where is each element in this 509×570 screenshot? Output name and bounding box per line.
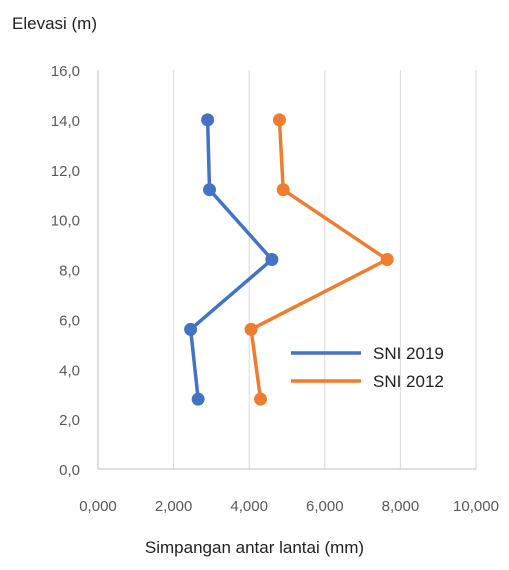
y-tick-label: 4,0	[59, 362, 80, 379]
x-tick-label: 0,000	[79, 498, 117, 515]
data-point	[201, 113, 215, 127]
y-tick-label: 14,0	[51, 113, 80, 130]
grid-lines	[173, 70, 477, 469]
data-point	[276, 183, 290, 197]
y-tick-label: 12,0	[51, 163, 80, 180]
x-tick-label: 6,000	[306, 498, 344, 515]
x-tick-label: 2,000	[155, 498, 193, 515]
y-tick-label: 16,0	[51, 63, 80, 80]
x-tick-label: 10,000	[453, 498, 499, 515]
data-point	[265, 253, 279, 267]
y-tick-label: 0,0	[59, 462, 80, 479]
y-tick-label: 6,0	[59, 312, 80, 329]
series-0	[184, 113, 279, 406]
y-tick-label: 2,0	[59, 412, 80, 429]
x-axis-title: Simpangan antar lantai (mm)	[144, 538, 365, 557]
y-tick-label: 10,0	[51, 213, 80, 230]
legend-label: SNI 2019	[373, 344, 444, 363]
axes	[97, 70, 476, 470]
data-point	[244, 322, 258, 336]
series-line	[188, 119, 274, 400]
data-point	[184, 322, 198, 336]
x-tick-labels: 0,000 2,000 4,000 6,000 8,000 10,000	[79, 498, 499, 515]
data-point	[380, 253, 394, 267]
data-point	[272, 113, 286, 127]
y-tick-labels: 0,0 2,0 4,0 6,0 8,0 10,0 12,0 14,0 16,0	[51, 63, 80, 479]
y-tick-label: 8,0	[59, 263, 80, 280]
legend: SNI 2019 SNI 2012	[291, 344, 444, 391]
legend-label: SNI 2012	[373, 372, 444, 391]
y-axis-title: Elevasi (m)	[12, 14, 98, 33]
series-group	[184, 113, 394, 406]
data-point	[191, 392, 205, 406]
data-point	[254, 392, 268, 406]
data-point	[203, 183, 217, 197]
x-tick-label: 8,000	[382, 498, 420, 515]
series-1	[244, 113, 394, 406]
x-tick-label: 4,000	[230, 498, 268, 515]
